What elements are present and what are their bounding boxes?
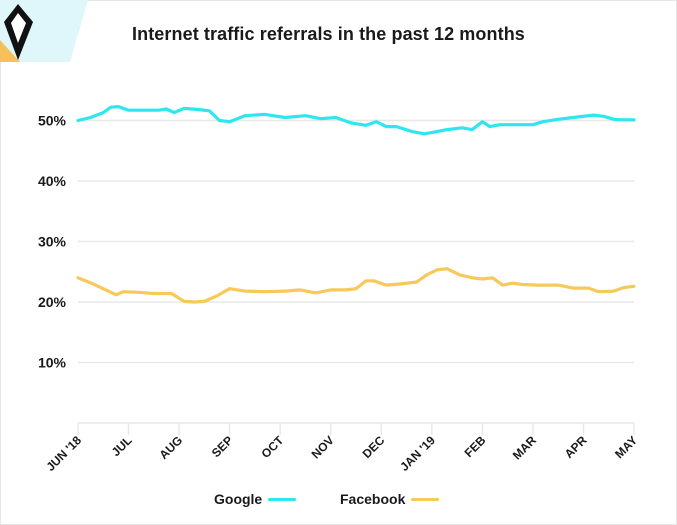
legend-label-facebook: Facebook	[340, 491, 406, 507]
y-tick-label: 50%	[38, 113, 67, 129]
legend-item-google: Google	[214, 491, 297, 507]
x-tick-label: NOV	[309, 433, 337, 461]
x-axis-labels: JUN '18 JUL AUG SEP OCT NOV DEC JAN '19 FEB MAR AP…	[43, 433, 640, 474]
x-tick-label: JAN '19	[397, 433, 438, 474]
chart-legend: Google Facebook	[0, 491, 677, 513]
y-tick-label: 30%	[38, 234, 67, 250]
y-tick-label: 10%	[38, 355, 67, 371]
diamond-logo-icon	[0, 0, 88, 62]
legend-swatch-facebook	[411, 497, 440, 501]
series-lines	[76, 104, 636, 304]
x-tick-label: MAY	[612, 433, 640, 461]
series-line-facebook	[76, 267, 636, 304]
x-tick-label: OCT	[258, 433, 286, 461]
x-tick-label: MAR	[510, 433, 539, 462]
series-line-google	[76, 104, 636, 136]
y-axis-labels: 10% 20% 30% 40% 50%	[38, 113, 67, 371]
x-tick-label: SEP	[209, 433, 236, 460]
x-tick-label: JUL	[109, 433, 135, 459]
chart-title: Internet traffic referrals in the past 1…	[132, 24, 525, 44]
x-tick-label: JUN '18	[43, 433, 84, 474]
y-tick-label: 20%	[38, 294, 67, 310]
x-tick-label: AUG	[156, 433, 185, 462]
legend-item-facebook: Facebook	[340, 491, 440, 507]
legend-label-google: Google	[214, 491, 263, 507]
gridlines	[78, 119, 634, 424]
x-tick-label: FEB	[462, 433, 489, 460]
y-tick-label: 40%	[38, 173, 67, 189]
x-tick-label: DEC	[360, 433, 388, 461]
line-chart: 10% 20% 30% 40% 50% JUN '18 JUL AUG SEP OCT NOV DE…	[38, 104, 640, 474]
x-axis-ticks	[77, 423, 635, 435]
x-tick-label: APR	[562, 433, 590, 461]
logo-diamond-inner	[11, 13, 26, 43]
legend-swatch-google	[268, 497, 297, 501]
logo-accent	[0, 40, 20, 62]
